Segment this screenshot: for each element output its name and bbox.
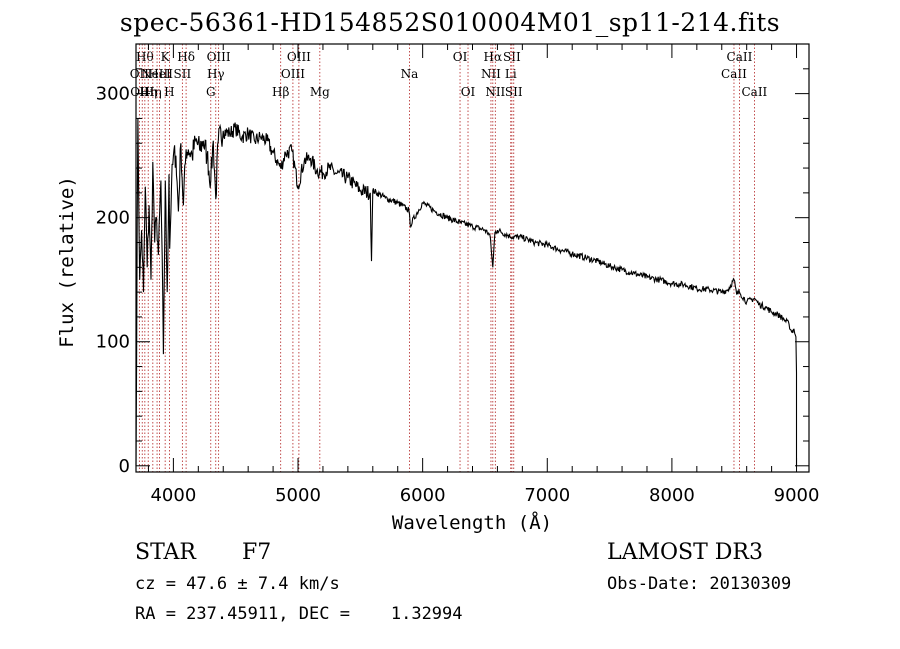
spectral-line-label: NeIII — [141, 67, 173, 81]
spectral-line-label: Hβ — [272, 85, 289, 99]
y-tick-label: 300 — [96, 84, 130, 105]
spectral-line-label: CaII — [727, 50, 753, 64]
spectral-line-label: Hα — [484, 50, 503, 64]
survey-name: LAMOST DR3 — [607, 540, 763, 565]
spectral-line-label: Na — [401, 67, 419, 81]
x-tick-label: 4000 — [150, 485, 196, 506]
spectral-line-label: K — [161, 50, 171, 64]
spectral-line-label: CaII — [741, 85, 767, 99]
y-tick-label: 100 — [96, 332, 130, 353]
spectral-line-label: HeI — [148, 67, 171, 81]
obs-date: Obs-Date: 20130309 — [607, 574, 792, 594]
subclass: F7 — [242, 540, 272, 565]
x-tick-label: 9000 — [774, 485, 820, 506]
spectral-line-label: Mg — [310, 85, 330, 99]
object-class: STAR — [135, 540, 196, 565]
y-axis-label: Flux (relative) — [56, 176, 78, 348]
spectral-line-label: SII — [505, 85, 523, 99]
flux-series-line — [135, 118, 798, 466]
spectral-line-label: OIII — [287, 50, 311, 64]
x-tick-label: 6000 — [400, 485, 446, 506]
spectral-line-label: Hη — [139, 85, 157, 99]
spectral-line-label: Hη — [144, 85, 162, 99]
spectral-line-label: SII — [503, 50, 521, 64]
spectral-line-label: SII — [174, 67, 192, 81]
spectral-line-label: Li — [505, 67, 517, 81]
spectral-line-label: NII — [481, 67, 501, 81]
spectral-line-label: OII — [130, 67, 150, 81]
ra-dec: RA = 237.45911, DEC = 1.32994 — [135, 604, 463, 624]
spectral-line-label: CaII — [721, 67, 747, 81]
spectral-line-label: OI — [453, 50, 468, 64]
spectral-line-label: OIII — [207, 50, 231, 64]
chart-title: spec-56361-HD154852S010004M01_sp11-214.f… — [119, 8, 781, 37]
spectral-line-label: Hθ — [136, 50, 154, 64]
x-axis-label: Wavelength (Å) — [392, 511, 552, 534]
x-tick-label: 7000 — [524, 485, 570, 506]
spectral-line-label: G — [206, 85, 216, 99]
spectral-line-label: NII — [485, 85, 505, 99]
redshift-cz: cz = 47.6 ± 7.4 km/s — [135, 574, 340, 594]
spectral-line-label: OIII — [281, 67, 305, 81]
x-tick-label: 8000 — [649, 485, 695, 506]
spectral-line-label: Hδ — [177, 50, 195, 64]
spectral-line-label: H — [164, 85, 174, 99]
y-tick-label: 0 — [119, 456, 130, 477]
spectral-line-label: Hγ — [207, 67, 225, 81]
y-tick-label: 200 — [96, 208, 130, 229]
x-tick-label: 5000 — [275, 485, 321, 506]
plot-frame — [135, 43, 810, 473]
spectral-line-label: OI — [461, 85, 476, 99]
